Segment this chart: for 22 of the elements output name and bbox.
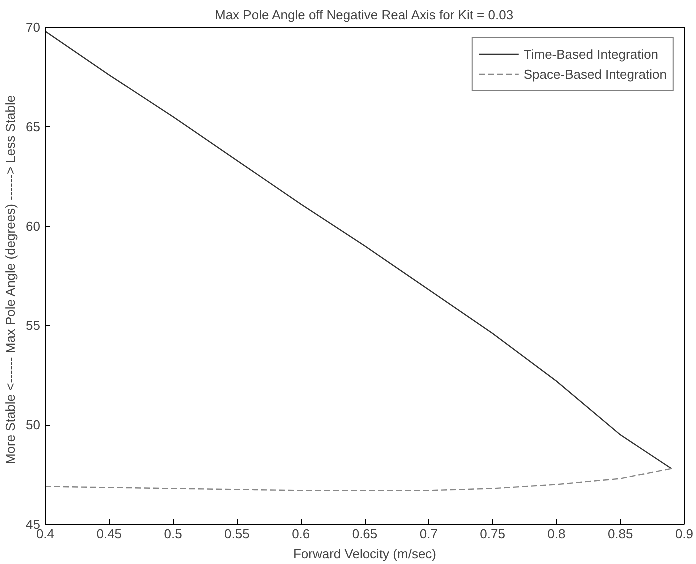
y-tick-label: 70 [26,20,41,35]
y-tick-label: 65 [26,119,41,134]
x-tick-label: 0.6 [292,526,310,542]
x-tick-label: 0.75 [480,526,506,542]
line-series [46,30,672,470]
line-series [46,468,672,492]
x-tick-label: 0.9 [675,526,694,542]
legend-label: Time-Based Integration [524,46,659,62]
y-tick-label: 60 [26,218,41,234]
x-tick-label: 0.55 [224,526,250,542]
x-tick-label: 0.45 [96,526,122,542]
x-tick-label: 0.7 [420,526,438,542]
x-axis-title: Forward Velocity (m/sec) [293,546,437,562]
x-tick-label: 0.85 [608,526,634,542]
y-axis-title: More Stable <------ Max Pole Angle (degrees) ------> Less Stable [3,95,18,465]
y-tick-label: 50 [26,418,41,433]
x-tick-label: 0.65 [352,526,378,542]
legend-label: Space-Based Integration [524,66,667,82]
x-tick-label: 0.8 [548,526,566,542]
x-tick-label: 0.5 [164,526,182,542]
y-tick-label: 55 [26,318,41,334]
chart-title: Max Pole Angle off Negative Real Axis for Kit = 0.03 [215,8,514,22]
